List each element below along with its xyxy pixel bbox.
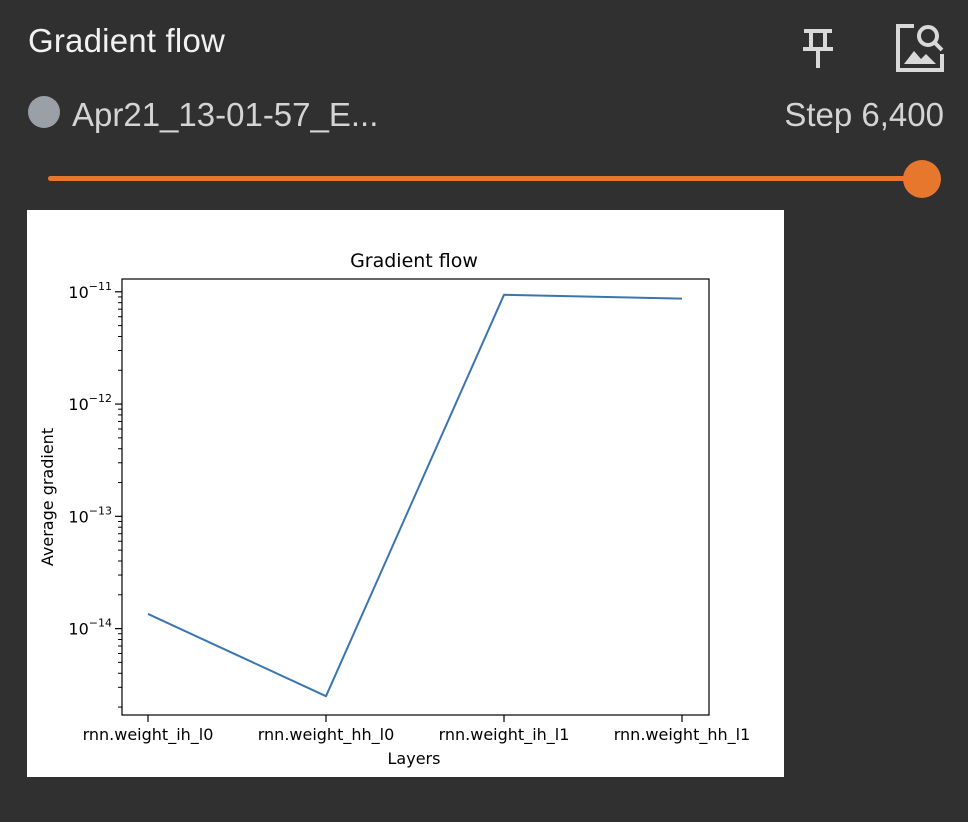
chart-title: Gradient flow — [350, 250, 478, 272]
series-line — [147, 293, 683, 698]
pin-icon — [803, 29, 833, 68]
step-label: Step 6,400 — [784, 96, 944, 133]
image-search-icon — [896, 24, 944, 72]
y-tick-label: 10−12 — [68, 392, 112, 414]
x-tick-label: rnn.weight_hh_l0 — [258, 725, 395, 745]
gradient-flow-chart: Gradient flow 10−14 10−13 10−12 10−11 rnn.w… — [38, 250, 751, 768]
x-tick-label: rnn.weight_ih_l1 — [439, 725, 570, 745]
x-tick-label: rnn.weight_ih_l0 — [83, 725, 214, 745]
run-color-dot — [28, 96, 60, 128]
run-row: Apr21_13-01-57_E... Step 6,400 — [28, 94, 944, 138]
image-search-button[interactable] — [890, 18, 946, 74]
step-slider[interactable] — [48, 160, 942, 200]
y-axis-label: Average gradient — [38, 428, 57, 566]
pin-button[interactable] — [790, 18, 846, 74]
y-tick-label: 10−11 — [68, 280, 112, 302]
run-name: Apr21_13-01-57_E... — [72, 96, 379, 133]
card-title: Gradient flow — [28, 22, 226, 59]
y-tick-label: 10−13 — [68, 504, 112, 526]
slider-thumb[interactable] — [903, 160, 941, 198]
x-axis-label: Layers — [388, 749, 441, 768]
y-tick-label: 10−14 — [68, 617, 112, 639]
slider-fill — [48, 176, 922, 181]
plot-image: Gradient flow 10−14 10−13 10−12 10−11 rnn.w… — [27, 210, 784, 777]
plot-area — [121, 278, 710, 716]
x-tick-label: rnn.weight_hh_l1 — [614, 725, 751, 745]
